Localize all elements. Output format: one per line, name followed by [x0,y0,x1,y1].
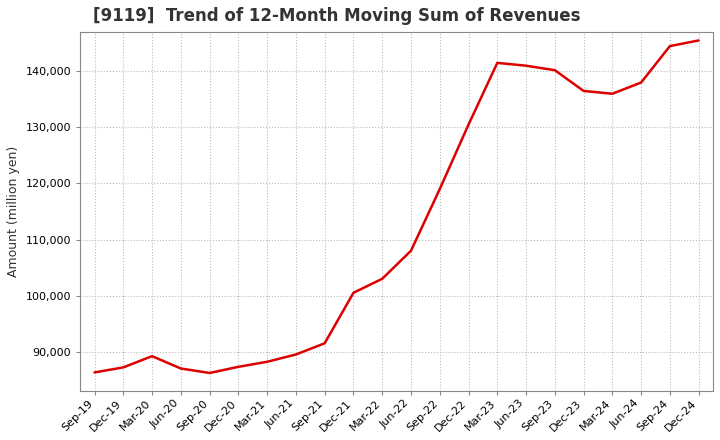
Y-axis label: Amount (million yen): Amount (million yen) [7,146,20,277]
Text: [9119]  Trend of 12-Month Moving Sum of Revenues: [9119] Trend of 12-Month Moving Sum of R… [93,7,580,25]
